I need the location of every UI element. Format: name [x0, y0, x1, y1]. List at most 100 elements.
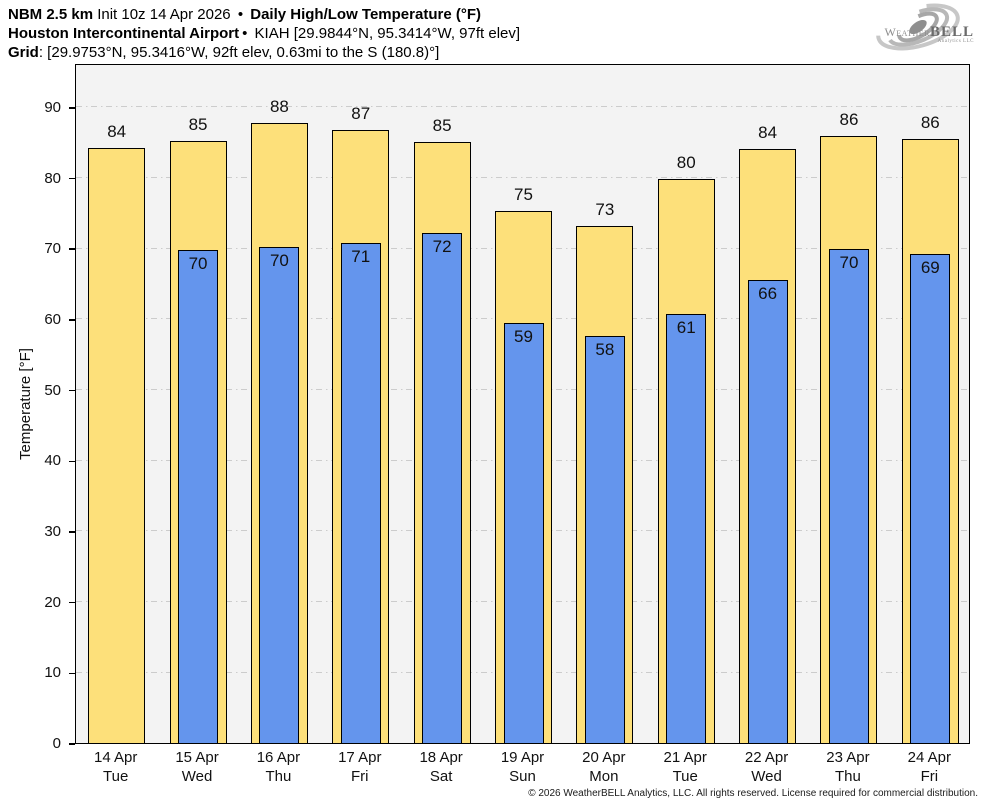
x-tick-weekday: Sat: [429, 768, 453, 785]
low-bar: [910, 253, 951, 743]
high-bar: [88, 147, 146, 743]
high-value-label: 86: [839, 109, 859, 129]
high-value-label: 73: [595, 200, 615, 220]
x-tick-label: 24 Apr Fri: [879, 748, 979, 786]
y-tick-label-50: 50: [44, 381, 61, 399]
x-tick-date: 21 Apr: [663, 749, 707, 766]
grid-label: Grid: [8, 44, 39, 61]
low-bar: [422, 233, 463, 743]
y-tick-mark-60: [69, 319, 75, 321]
gridline-80: [76, 177, 969, 179]
y-axis-title: Temperature [°F]: [17, 348, 34, 460]
low-bar: [340, 243, 381, 743]
low-value-label: 58: [595, 339, 615, 359]
x-tick-label: 21 Apr Tue: [635, 748, 735, 786]
grid-coordinates: : [29.9753°N, 95.3416°W, 92ft elev, 0.63…: [38, 44, 440, 61]
plot-area: 84 85 70 88 70 87 71 85 72 75 59 73 58 80 61 84 66 86 70 86…: [75, 64, 970, 744]
init-time: Init 10z 14 Apr 2026: [93, 6, 235, 23]
low-value-label: 71: [351, 247, 371, 267]
x-tick-label: 22 Apr Wed: [717, 748, 817, 786]
low-bar: [584, 335, 625, 743]
y-tick-label-10: 10: [44, 664, 61, 682]
gridline-90: [76, 106, 969, 108]
low-value-label: 70: [188, 254, 208, 274]
low-value-label: 72: [432, 237, 452, 257]
y-tick-label-60: 60: [44, 310, 61, 328]
model-name: NBM 2.5 km: [8, 6, 94, 23]
y-tick-label-40: 40: [44, 452, 61, 470]
low-bar: [828, 248, 869, 743]
y-tick-label-90: 90: [44, 98, 61, 116]
x-tick-weekday: Fri: [920, 768, 939, 785]
x-tick-date: 17 Apr: [338, 749, 382, 766]
low-value-label: 59: [514, 327, 533, 347]
x-axis: 14 Apr Tue 15 Apr Wed 16 Apr Thu 17 Apr Fri 18 A…: [0, 748, 984, 790]
y-tick-label-0: 0: [52, 735, 61, 752]
station-name: Houston Intercontinental Airport: [8, 25, 240, 42]
logo-wordmark: WeatherBELL Analytics LLC: [884, 23, 974, 44]
x-tick-weekday: Tue: [672, 768, 698, 785]
chart-title: Daily High/Low Temperature (°F): [246, 6, 481, 23]
low-bar: [503, 323, 544, 743]
x-tick-weekday: Tue: [103, 768, 129, 785]
bullet-separator: •: [237, 6, 244, 23]
low-value-label: 61: [676, 317, 696, 337]
y-tick-mark-0: [69, 743, 75, 745]
bullet-separator: •: [242, 25, 248, 42]
y-tick-mark-90: [69, 107, 75, 109]
y-tick-mark-30: [69, 531, 75, 533]
x-tick-weekday: Sun: [509, 768, 536, 785]
logo-bell-text: BELL: [929, 24, 974, 40]
x-tick-date: 14 Apr: [93, 749, 138, 766]
header-line-3: Grid: [29.9753°N, 95.3416°W, 92ft elev, …: [8, 43, 520, 62]
low-bar: [747, 280, 788, 743]
x-tick-weekday: Thu: [835, 768, 861, 785]
station-coordinates: KIAH [29.9844°N, 95.3414°W, 97ft elev]: [250, 25, 521, 42]
x-tick-label: 20 Apr Mon: [554, 748, 654, 786]
x-tick-label: 19 Apr Sun: [473, 748, 573, 786]
x-tick-date: 19 Apr: [500, 749, 545, 766]
high-value-label: 87: [351, 104, 371, 124]
low-bar: [178, 250, 219, 743]
high-value-label: 84: [758, 123, 778, 143]
high-value-label: 80: [676, 152, 696, 172]
x-tick-date: 24 Apr: [907, 749, 951, 766]
y-tick-label-70: 70: [44, 240, 61, 258]
logo-subtext: Analytics LLC: [937, 39, 974, 44]
y-tick-label-20: 20: [44, 593, 61, 611]
high-value-label: 85: [432, 116, 452, 136]
low-value-label: 69: [920, 257, 940, 277]
x-tick-date: 18 Apr: [419, 749, 463, 766]
y-tick-mark-80: [69, 177, 75, 180]
x-tick-weekday: Wed: [751, 768, 782, 785]
low-value-label: 70: [269, 250, 289, 270]
low-bar: [666, 313, 707, 743]
hurricane-swirl-icon: [876, 3, 960, 51]
x-tick-weekday: Fri: [351, 768, 369, 785]
x-tick-label: 18 Apr Sat: [391, 748, 491, 786]
x-tick-date: 16 Apr: [256, 749, 301, 766]
header-line-2: Houston Intercontinental Airport • KIAH […: [8, 24, 520, 43]
y-axis: 0 10 20 30 40 50 60 70 80 90: [0, 64, 75, 752]
copyright-notice: © 2026 WeatherBELL Analytics, LLC. All r…: [528, 788, 978, 799]
x-tick-weekday: Mon: [589, 768, 619, 785]
high-value-label: 84: [107, 121, 127, 141]
x-tick-label: 15 Apr Wed: [147, 748, 247, 786]
weatherbell-logo: WeatherBELL Analytics LLC: [874, 2, 978, 52]
x-tick-weekday: Thu: [265, 768, 292, 785]
x-tick-label: 16 Apr Thu: [228, 748, 328, 786]
y-tick-mark-50: [69, 389, 75, 392]
y-tick-label-30: 30: [44, 522, 61, 540]
low-value-label: 66: [758, 284, 778, 304]
chart-header: NBM 2.5 km Init 10z 14 Apr 2026 • Daily …: [8, 5, 520, 62]
high-value-label: 85: [188, 115, 208, 135]
x-tick-date: 15 Apr: [175, 749, 219, 766]
y-tick-mark-40: [69, 460, 75, 462]
low-value-label: 70: [839, 252, 859, 272]
x-tick-date: 20 Apr: [582, 749, 626, 766]
x-tick-weekday: Wed: [181, 768, 213, 785]
x-tick-label: 14 Apr Tue: [66, 748, 166, 786]
y-tick-label-80: 80: [44, 169, 61, 187]
y-tick-mark-70: [69, 248, 75, 250]
x-tick-date: 22 Apr: [744, 749, 789, 766]
